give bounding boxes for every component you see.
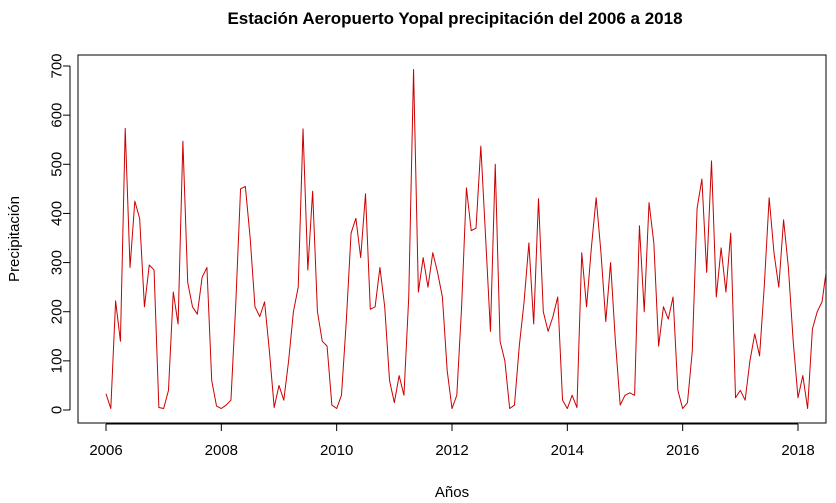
x-tick-label: 2018 — [781, 442, 814, 459]
y-tick-label: 300 — [48, 250, 65, 275]
x-axis: 2006 2008 2010 2012 2014 2016 2018 — [89, 423, 815, 459]
y-axis: 0 100 200 300 400 500 600 700 — [48, 53, 71, 414]
y-tick-label: 100 — [48, 348, 65, 373]
y-tick-label: 600 — [48, 103, 65, 128]
x-tick-label: 2014 — [551, 442, 584, 459]
x-tick-label: 2006 — [89, 442, 122, 459]
y-axis-label: Precipitación — [6, 196, 23, 282]
x-tick-label: 2016 — [666, 442, 699, 459]
x-tick-label: 2012 — [435, 442, 468, 459]
chart-title: Estación Aeropuerto Yopal precipitación … — [227, 9, 682, 28]
plot-frame — [77, 54, 827, 424]
series-layer — [105, 68, 826, 410]
x-axis-label: Años — [435, 484, 469, 501]
series-line — [105, 68, 826, 410]
x-tick-label: 2010 — [320, 442, 353, 459]
y-tick-label: 200 — [48, 299, 65, 324]
y-tick-label: 0 — [48, 406, 65, 414]
y-tick-label: 400 — [48, 201, 65, 226]
x-tick-label: 2008 — [205, 442, 238, 459]
y-tick-label: 500 — [48, 152, 65, 177]
y-tick-label: 700 — [48, 53, 65, 78]
